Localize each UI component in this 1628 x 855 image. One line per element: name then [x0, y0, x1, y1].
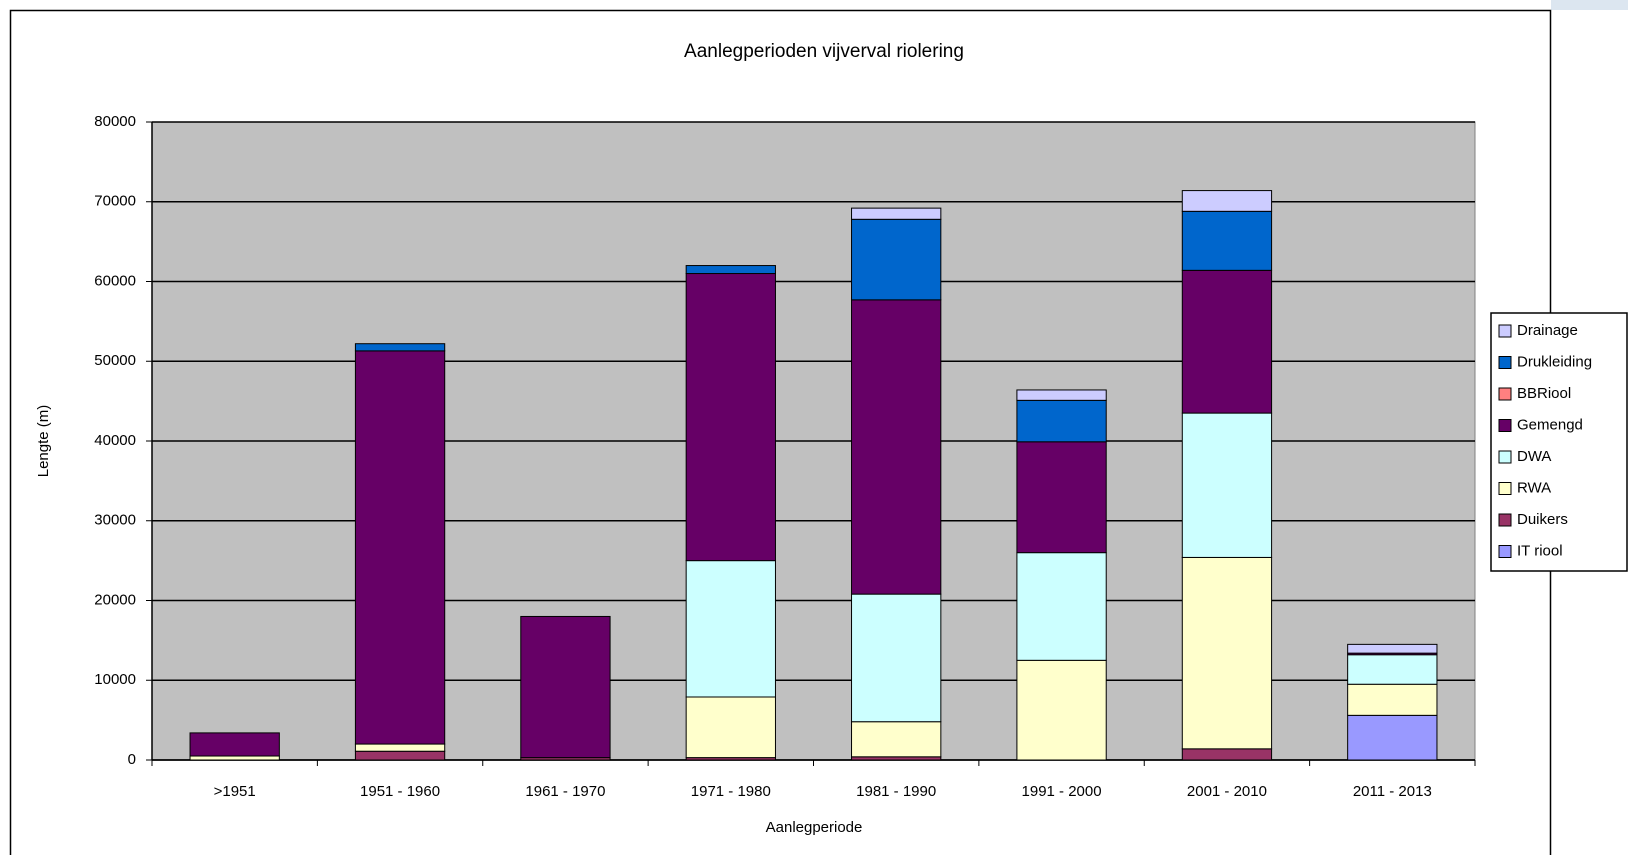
y-tick-label: 0 [128, 751, 136, 768]
legend-label: BBRiool [1517, 385, 1571, 402]
bar-segment [685, 560, 776, 698]
bar-segment [1016, 659, 1107, 761]
legend-swatch [1498, 482, 1512, 495]
y-axis-label: Lengte (m) [35, 405, 52, 478]
bar-segment [354, 350, 446, 745]
bar-segment [1016, 552, 1107, 661]
bar-segment [851, 218, 942, 301]
legend-swatch [1498, 356, 1512, 369]
bar-segment [354, 343, 446, 352]
x-tick-label: 1951 - 1960 [360, 783, 440, 800]
bar-segment [1347, 654, 1438, 685]
legend-swatch [1498, 513, 1512, 527]
bar-segment [189, 755, 280, 761]
bar-segment [851, 721, 942, 758]
bar-segment [1181, 210, 1273, 271]
bar-segment [1181, 748, 1273, 761]
bar-segment [1347, 714, 1438, 761]
legend-label: RWA [1517, 479, 1551, 496]
bar-segment [1016, 389, 1107, 401]
bar-segment [685, 696, 776, 759]
bar-segment [1347, 683, 1438, 716]
bar-segment [1016, 441, 1107, 554]
legend-swatch [1498, 450, 1512, 464]
y-tick-label: 60000 [94, 272, 136, 289]
x-tick-label: 2001 - 2010 [1187, 783, 1267, 800]
bar-segment [1181, 556, 1273, 750]
legend-swatch [1498, 324, 1512, 338]
y-tick-label: 50000 [94, 352, 136, 369]
legend-label: IT riool [1517, 542, 1563, 559]
bar-segment [685, 265, 776, 275]
x-tick-label: 1971 - 1980 [691, 783, 771, 800]
bar-segment [1181, 412, 1273, 558]
x-tick-label: 1981 - 1990 [856, 783, 936, 800]
chart-title: Aanlegperioden vijverval riolering [684, 41, 964, 62]
y-tick-label: 70000 [94, 193, 136, 210]
y-tick-label: 20000 [94, 591, 136, 608]
x-tick-label: 1961 - 1970 [525, 783, 605, 800]
x-tick-label: 2011 - 2013 [1353, 783, 1432, 800]
bar-segment [354, 750, 446, 761]
legend-label: Gemengd [1517, 416, 1583, 433]
bar-segment [189, 732, 280, 757]
legend-swatch [1498, 419, 1512, 432]
bar-segment [520, 615, 611, 759]
bar-segment [1181, 190, 1273, 212]
x-tick-label: >1951 [214, 783, 256, 800]
bar-segment [851, 593, 942, 723]
legend-swatch [1498, 545, 1512, 558]
bar-segment [354, 743, 446, 752]
y-tick-label: 80000 [94, 113, 136, 130]
bar-segment [1181, 269, 1273, 414]
legend-label: Drukleiding [1517, 353, 1592, 370]
bar-segment [1016, 399, 1107, 443]
bar-segment [851, 207, 942, 220]
x-axis-label: Aanlegperiode [766, 819, 863, 836]
y-tick-label: 40000 [94, 432, 136, 449]
bar-segment [685, 273, 776, 562]
bar-segment [1347, 643, 1438, 654]
legend-swatch [1498, 387, 1512, 401]
legend-label: Duikers [1517, 511, 1568, 528]
y-tick-label: 30000 [94, 512, 136, 529]
bar-segment [851, 299, 942, 595]
legend-label: DWA [1517, 448, 1551, 465]
legend-label: Drainage [1517, 322, 1578, 339]
legend-box [1490, 312, 1628, 572]
y-tick-label: 10000 [94, 671, 136, 688]
x-tick-label: 1991 - 2000 [1022, 783, 1102, 800]
corner-decoration [1551, 0, 1628, 10]
